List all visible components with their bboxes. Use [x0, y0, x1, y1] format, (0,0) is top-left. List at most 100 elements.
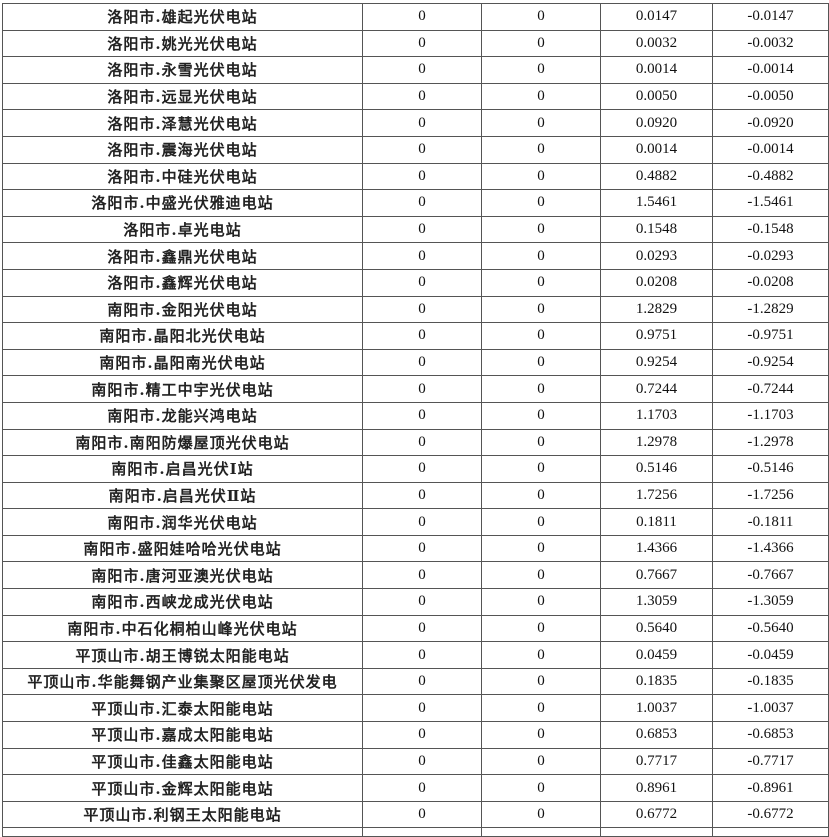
table-row: 洛阳市.雄起光伏电站 0 0 0.0147 -0.0147 — [2, 3, 829, 31]
station-name-cell: 南阳市.润华光伏电站 — [2, 508, 363, 536]
value-col-2-cell: 0 — [481, 29, 601, 58]
station-name-cell: 平顶山市.佳鑫太阳能电站 — [2, 747, 363, 776]
value-col-2-cell: 0 — [481, 455, 601, 483]
station-name-cell: 洛阳市.姚光光伏电站 — [2, 29, 363, 58]
value-col-3-cell: 1.3059 — [600, 588, 713, 616]
value-col-2-cell: 0 — [481, 481, 601, 510]
table-row: 南阳市.龙能兴鸿电站 0 0 1.1703 -1.1703 — [2, 401, 829, 430]
value-col-2-cell: 0 — [481, 667, 601, 696]
value-col-1-cell: 0 — [362, 268, 482, 297]
value-col-1-cell: 0 — [362, 348, 482, 377]
value-col-3-cell: 1.2829 — [600, 295, 713, 324]
value-col-3-cell: 1.1703 — [600, 401, 713, 430]
station-name-cell: 南阳市.中石化桐柏山峰光伏电站 — [2, 614, 363, 643]
value-col-3-cell: 0.0459 — [600, 641, 713, 669]
value-col-3-cell: 0.5146 — [600, 455, 713, 483]
station-name-cell: 洛阳市.震海光伏电站 — [2, 135, 363, 164]
value-col-3-cell: 0.0032 — [600, 29, 713, 58]
value-col-2-cell: 0 — [481, 508, 601, 536]
value-col-1-cell: 0 — [362, 774, 482, 802]
value-col-3-cell: 1.2978 — [600, 428, 713, 457]
value-col-2-cell: 0 — [481, 109, 601, 137]
value-col-1-cell: 0 — [362, 641, 482, 669]
value-col-4-cell: -0.7244 — [712, 375, 829, 403]
value-col-1-cell: 0 — [362, 295, 482, 324]
value-col-1-cell: 0 — [362, 375, 482, 403]
value-col-3-cell: 0.0147 — [600, 3, 713, 31]
table-row: 平顶山市.胡王博锐太阳能电站 0 0 0.0459 -0.0459 — [2, 641, 829, 669]
value-col-4-cell: -0.0147 — [712, 3, 829, 31]
value-col-1-cell: 0 — [362, 401, 482, 430]
table-row: 南阳市.启昌光伏Ⅱ站 0 0 1.7256 -1.7256 — [2, 481, 829, 510]
station-data-table: 洛阳市.雄起光伏电站 0 0 0.0147 -0.0147 洛阳市.姚光光伏电站 0 0 0.0… — [2, 3, 829, 837]
value-col-4-cell: -0.0014 — [712, 56, 829, 84]
value-col-1-cell: 0 — [362, 455, 482, 483]
value-col-2-cell: 0 — [481, 295, 601, 324]
value-col-2-cell: 0 — [481, 348, 601, 377]
table-row: 平顶山市.华能舞钢产业集聚区屋顶光伏发电 0 0 0.1835 -0.1835 — [2, 667, 829, 696]
value-col-1-cell: 0 — [362, 428, 482, 457]
table-row: 南阳市.盛阳娃哈哈光伏电站 0 0 1.4366 -1.4366 — [2, 534, 829, 563]
value-col-3-cell: 0.0014 — [600, 135, 713, 164]
station-name-cell: 洛阳市.中盛光伏雅迪电站 — [2, 189, 363, 217]
value-col-2-cell: 0 — [481, 135, 601, 164]
value-col-3-cell: 0.0920 — [600, 109, 713, 137]
value-col-1-cell: 0 — [362, 694, 482, 723]
value-col-1-cell: 0 — [362, 215, 482, 244]
empty-cell — [2, 827, 363, 837]
value-col-1-cell: 0 — [362, 189, 482, 217]
value-col-2-cell: 0 — [481, 534, 601, 563]
station-name-cell: 南阳市.启昌光伏Ⅰ站 — [2, 455, 363, 483]
station-name-cell: 南阳市.南阳防爆屋顶光伏电站 — [2, 428, 363, 457]
station-name-cell: 洛阳市.鑫辉光伏电站 — [2, 268, 363, 297]
value-col-4-cell: -1.0037 — [712, 694, 829, 723]
table-row: 南阳市.唐河亚澳光伏电站 0 0 0.7667 -0.7667 — [2, 561, 829, 590]
station-name-cell: 洛阳市.泽慧光伏电站 — [2, 109, 363, 137]
value-col-4-cell: -0.0032 — [712, 29, 829, 58]
value-col-1-cell: 0 — [362, 800, 482, 829]
value-col-4-cell: -1.7256 — [712, 481, 829, 510]
table-row: 南阳市.南阳防爆屋顶光伏电站 0 0 1.2978 -1.2978 — [2, 428, 829, 457]
table-row: 洛阳市.中盛光伏雅迪电站 0 0 1.5461 -1.5461 — [2, 189, 829, 217]
value-col-4-cell: -0.0293 — [712, 242, 829, 270]
station-name-cell: 南阳市.晶阳南光伏电站 — [2, 348, 363, 377]
value-col-1-cell: 0 — [362, 29, 482, 58]
value-col-3-cell: 1.4366 — [600, 534, 713, 563]
empty-cell — [362, 827, 482, 837]
value-col-1-cell: 0 — [362, 162, 482, 191]
value-col-4-cell: -0.1835 — [712, 667, 829, 696]
value-col-3-cell: 0.7244 — [600, 375, 713, 403]
value-col-3-cell: 0.4882 — [600, 162, 713, 191]
value-col-4-cell: -0.6853 — [712, 721, 829, 749]
value-col-4-cell: -0.7667 — [712, 561, 829, 590]
value-col-1-cell: 0 — [362, 534, 482, 563]
value-col-3-cell: 0.6853 — [600, 721, 713, 749]
value-col-2-cell: 0 — [481, 162, 601, 191]
value-col-4-cell: -0.8961 — [712, 774, 829, 802]
table-row: 南阳市.中石化桐柏山峰光伏电站 0 0 0.5640 -0.5640 — [2, 614, 829, 643]
table-row: 平顶山市.汇泰太阳能电站 0 0 1.0037 -1.0037 — [2, 694, 829, 723]
value-col-4-cell: -0.9751 — [712, 322, 829, 350]
station-name-cell: 平顶山市.嘉成太阳能电站 — [2, 721, 363, 749]
value-col-3-cell: 1.5461 — [600, 189, 713, 217]
value-col-2-cell: 0 — [481, 747, 601, 776]
value-col-4-cell: -1.3059 — [712, 588, 829, 616]
table-row: 南阳市.西峡龙成光伏电站 0 0 1.3059 -1.3059 — [2, 588, 829, 616]
value-col-1-cell: 0 — [362, 56, 482, 84]
value-col-1-cell: 0 — [362, 82, 482, 111]
station-name-cell: 南阳市.晶阳北光伏电站 — [2, 322, 363, 350]
station-name-cell: 南阳市.启昌光伏Ⅱ站 — [2, 481, 363, 510]
station-name-cell: 洛阳市.远显光伏电站 — [2, 82, 363, 111]
table-row: 平顶山市.金辉太阳能电站 0 0 0.8961 -0.8961 — [2, 774, 829, 802]
value-col-1-cell: 0 — [362, 109, 482, 137]
value-col-2-cell: 0 — [481, 561, 601, 590]
value-col-4-cell: -0.5146 — [712, 455, 829, 483]
table-body: 洛阳市.雄起光伏电站 0 0 0.0147 -0.0147 洛阳市.姚光光伏电站 0 0 0.0… — [2, 3, 829, 837]
value-col-3-cell: 0.9254 — [600, 348, 713, 377]
value-col-3-cell: 0.0050 — [600, 82, 713, 111]
value-col-4-cell: -0.7717 — [712, 747, 829, 776]
value-col-4-cell: -0.0920 — [712, 109, 829, 137]
value-col-2-cell: 0 — [481, 614, 601, 643]
value-col-4-cell: -0.0208 — [712, 268, 829, 297]
empty-cell — [481, 827, 601, 837]
